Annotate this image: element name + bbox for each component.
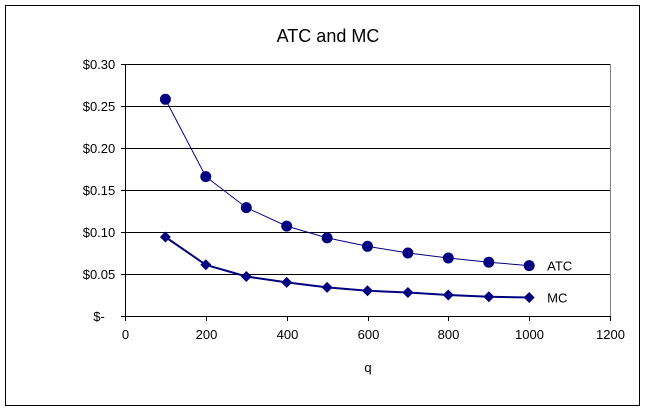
x-tick-label: 1200 xyxy=(596,327,625,342)
atc-data-point xyxy=(321,232,333,244)
axes: $- $0.05 $0.10 $0.15 $0.20 $0.25 $0.30 0 200 400 6… xyxy=(83,57,625,342)
mc-data-point xyxy=(159,231,171,243)
mc-data-point xyxy=(281,276,293,288)
series: ATC MC xyxy=(159,93,572,306)
x-tick-label: 800 xyxy=(438,327,460,342)
atc-data-point xyxy=(240,202,252,214)
mc-data-point xyxy=(402,287,414,298)
mc-data-point xyxy=(362,285,373,297)
y-tick-label: $- xyxy=(93,309,105,324)
mc-data-point xyxy=(240,271,252,282)
atc-data-point xyxy=(402,247,414,259)
y-tick-label: $0.10 xyxy=(83,225,116,240)
x-tick-label: 600 xyxy=(358,327,380,342)
mc-data-point xyxy=(523,292,535,303)
y-tick-label: $0.30 xyxy=(83,57,116,72)
atc-data-point xyxy=(442,252,454,264)
y-tick-label: $0.20 xyxy=(83,141,116,156)
mc-data-point xyxy=(442,289,454,301)
x-tick-label: 0 xyxy=(122,327,129,342)
mc-series-label: MC xyxy=(547,291,567,306)
atc-data-point xyxy=(200,171,212,183)
y-tick-label: $0.25 xyxy=(83,99,116,114)
mc-data-point xyxy=(483,291,495,303)
atc-data-point xyxy=(523,260,535,272)
x-axis-title: q xyxy=(364,360,371,375)
atc-data-point xyxy=(159,93,171,105)
atc-data-point xyxy=(281,220,293,232)
x-tick-label: 400 xyxy=(277,327,299,342)
atc-data-point xyxy=(483,256,495,268)
chart-title: ATC and MC xyxy=(277,26,380,46)
x-tick-label: 1000 xyxy=(515,327,544,342)
x-tick-label: 200 xyxy=(196,327,218,342)
atc-series-label: ATC xyxy=(547,259,572,274)
atc-series-line xyxy=(164,99,530,267)
y-tick-label: $0.15 xyxy=(83,183,116,198)
mc-data-point xyxy=(321,281,333,293)
gridlines xyxy=(125,64,610,275)
mc-data-point xyxy=(200,259,212,271)
mc-series-line xyxy=(164,236,530,299)
y-tick-label: $0.05 xyxy=(83,267,116,282)
atc-data-point xyxy=(362,240,373,252)
